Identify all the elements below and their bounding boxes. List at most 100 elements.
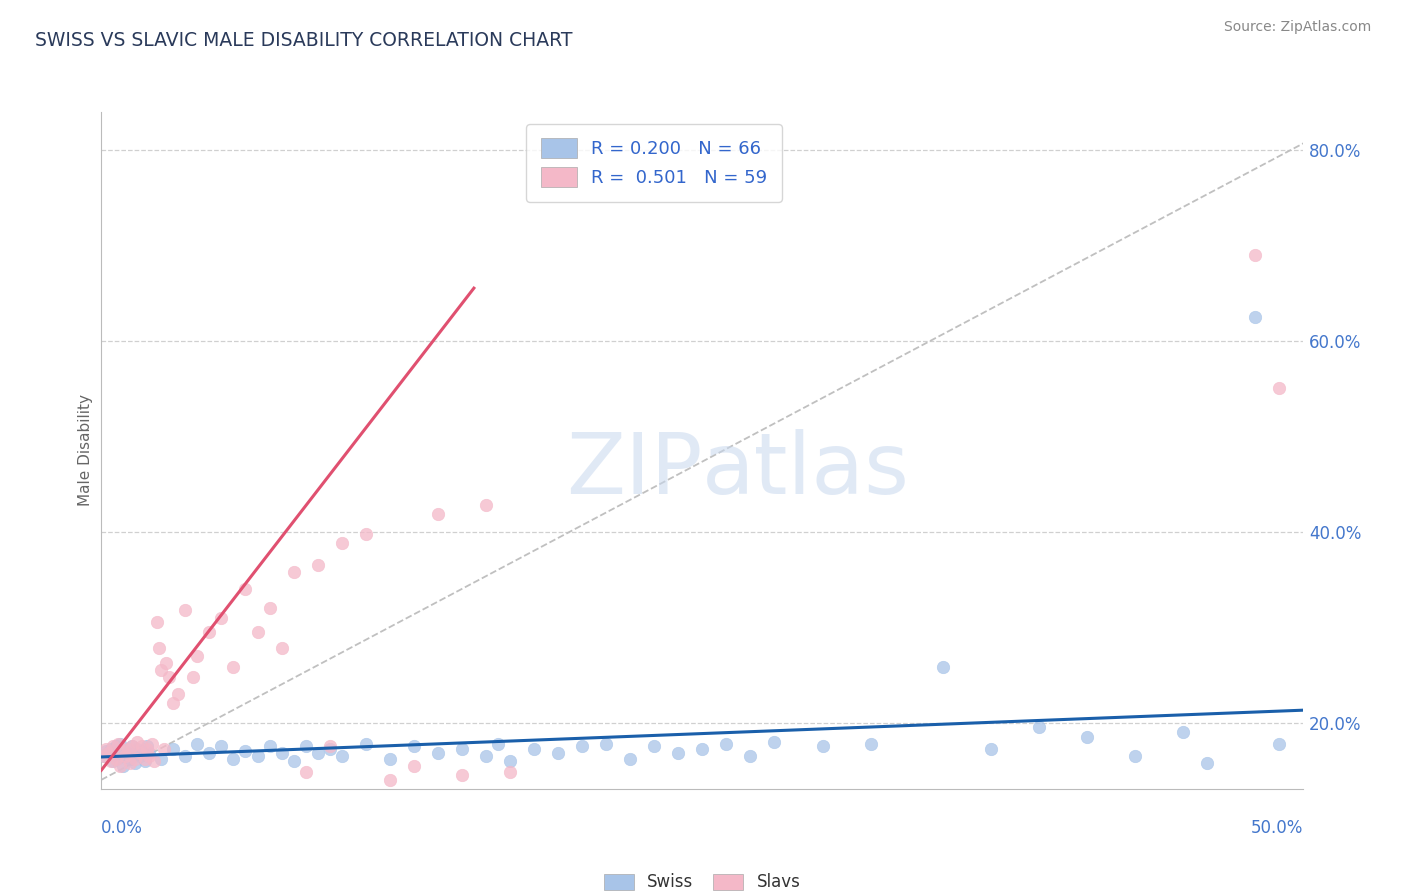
Point xyxy=(114,749,136,764)
Point xyxy=(198,624,221,639)
Point xyxy=(174,603,197,617)
Point xyxy=(131,739,153,754)
Point xyxy=(150,752,173,766)
Point xyxy=(103,739,125,754)
Point xyxy=(135,742,157,756)
Text: ZIP: ZIP xyxy=(565,429,703,512)
Text: atlas: atlas xyxy=(703,429,910,512)
Point xyxy=(152,742,174,756)
Point xyxy=(186,737,208,751)
Point xyxy=(107,737,129,751)
Point xyxy=(643,739,665,754)
Point xyxy=(94,744,117,758)
Point xyxy=(186,648,208,663)
Point xyxy=(114,744,136,758)
Point xyxy=(270,746,292,760)
Point xyxy=(740,749,762,764)
Point xyxy=(1028,720,1050,734)
Point xyxy=(1244,310,1267,324)
Point xyxy=(980,742,1002,756)
Point xyxy=(595,737,617,751)
Point xyxy=(378,772,401,787)
Point xyxy=(1388,410,1406,425)
Point xyxy=(318,739,340,754)
Point xyxy=(131,744,153,758)
Text: SWISS VS SLAVIC MALE DISABILITY CORRELATION CHART: SWISS VS SLAVIC MALE DISABILITY CORRELAT… xyxy=(35,31,572,50)
Point xyxy=(94,742,117,756)
Point xyxy=(1353,462,1375,476)
Point xyxy=(475,498,498,512)
Point xyxy=(811,739,834,754)
Point xyxy=(157,670,180,684)
Point xyxy=(104,739,127,754)
Point xyxy=(330,536,353,550)
Point xyxy=(1197,756,1219,770)
Point xyxy=(235,582,257,596)
Point xyxy=(246,624,269,639)
Legend: R = 0.200   N = 66, R =  0.501   N = 59: R = 0.200 N = 66, R = 0.501 N = 59 xyxy=(526,124,782,202)
Point xyxy=(135,739,157,754)
Point xyxy=(121,739,143,754)
Point xyxy=(134,752,156,766)
Point xyxy=(378,752,401,766)
Point xyxy=(499,754,522,768)
Point xyxy=(1268,381,1291,395)
Point xyxy=(127,734,149,748)
Point xyxy=(486,737,509,751)
Point xyxy=(716,737,738,751)
Point xyxy=(100,754,122,768)
Point xyxy=(294,765,316,780)
Point xyxy=(330,749,353,764)
Point xyxy=(499,765,522,780)
Point xyxy=(117,746,139,760)
Point xyxy=(763,734,786,748)
Point xyxy=(110,758,132,772)
Point xyxy=(127,742,149,756)
Point xyxy=(150,663,173,677)
Point xyxy=(571,739,593,754)
Point xyxy=(259,739,281,754)
Point xyxy=(619,752,641,766)
Point xyxy=(155,657,177,671)
Point xyxy=(1244,248,1267,262)
Point xyxy=(141,737,163,751)
Point xyxy=(222,660,245,674)
Point xyxy=(120,756,142,770)
Point xyxy=(138,746,160,760)
Point xyxy=(124,756,146,770)
Point xyxy=(162,742,184,756)
Point xyxy=(138,749,160,764)
Text: 50.0%: 50.0% xyxy=(1251,819,1303,837)
Point xyxy=(124,752,146,766)
Point xyxy=(121,739,143,754)
Point xyxy=(107,751,129,765)
Point xyxy=(294,739,316,754)
Point xyxy=(128,749,150,764)
Point xyxy=(93,749,115,764)
Point xyxy=(1268,737,1291,751)
Point xyxy=(97,746,120,760)
Point xyxy=(307,746,329,760)
Point xyxy=(235,744,257,758)
Point xyxy=(167,687,190,701)
Y-axis label: Male Disability: Male Disability xyxy=(77,394,93,507)
Point xyxy=(931,660,953,674)
Point xyxy=(318,742,340,756)
Point xyxy=(354,526,377,541)
Point xyxy=(211,610,233,624)
Text: Source: ZipAtlas.com: Source: ZipAtlas.com xyxy=(1223,20,1371,34)
Point xyxy=(283,754,305,768)
Point xyxy=(134,754,156,768)
Point xyxy=(93,749,115,764)
Point xyxy=(307,558,329,572)
Point xyxy=(475,749,498,764)
Point xyxy=(426,508,449,522)
Point xyxy=(128,746,150,760)
Point xyxy=(666,746,689,760)
Point xyxy=(110,737,132,751)
Point xyxy=(222,752,245,766)
Point xyxy=(1123,749,1146,764)
Point xyxy=(145,615,167,630)
Point xyxy=(148,641,170,656)
Point xyxy=(451,742,474,756)
